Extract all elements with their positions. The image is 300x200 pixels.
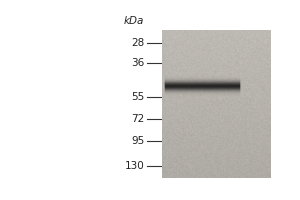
Text: 36: 36 xyxy=(131,58,145,68)
Text: 28: 28 xyxy=(131,38,145,48)
Text: 72: 72 xyxy=(131,114,145,124)
Text: 55: 55 xyxy=(131,92,145,102)
Text: 95: 95 xyxy=(131,136,145,146)
Text: kDa: kDa xyxy=(124,16,145,26)
Text: 130: 130 xyxy=(125,161,145,171)
